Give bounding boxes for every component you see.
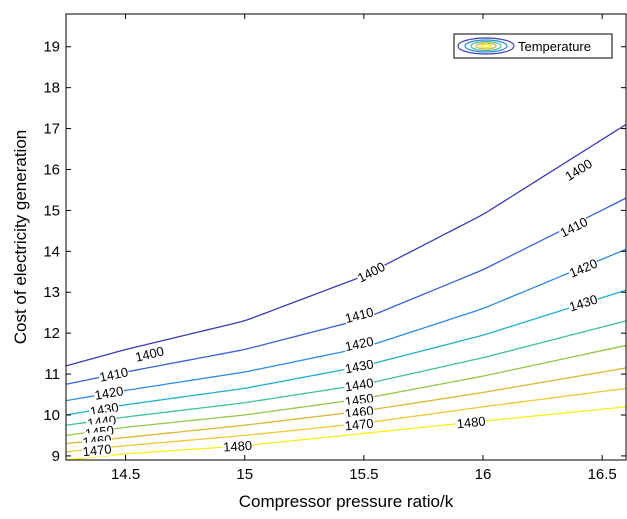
contour-label-1410: 1410 xyxy=(97,363,130,385)
contour-label-bg xyxy=(92,382,125,402)
contour-label-text: 1420 xyxy=(344,334,375,355)
contour-label-bg xyxy=(343,374,375,394)
x-tick-label: 16.5 xyxy=(588,466,617,483)
contour-label-1410: 1410 xyxy=(556,212,591,240)
x-tick-label: 14.5 xyxy=(111,466,140,483)
contour-label-1400: 1400 xyxy=(354,257,388,286)
contour-label-text: 1430 xyxy=(567,291,599,314)
legend-ring xyxy=(457,37,515,55)
contour-label-bg xyxy=(556,212,591,240)
contour-label-1480: 1480 xyxy=(455,412,487,431)
legend-ring xyxy=(464,39,508,53)
contour-label-1420: 1420 xyxy=(92,382,125,403)
contour-label-1470: 1470 xyxy=(343,414,375,434)
contour-line-1400 xyxy=(66,123,626,367)
contour-label-bg xyxy=(566,254,600,280)
y-tick-label: 9 xyxy=(52,448,60,465)
x-tick-label: 15 xyxy=(236,466,253,483)
x-axis-label: Compressor pressure ratio/k xyxy=(239,492,454,511)
legend-ring xyxy=(475,42,497,50)
y-tick-label: 12 xyxy=(43,325,60,342)
contour-label-1430: 1430 xyxy=(342,355,376,376)
contour-label-1430: 1430 xyxy=(566,290,600,314)
contour-label-text: 1410 xyxy=(558,214,591,240)
contour-label-text: 1420 xyxy=(567,256,599,281)
legend-entry-temperature: Temperature xyxy=(518,39,591,54)
contour-label-text: 1400 xyxy=(355,259,388,286)
contour-label-1400: 1400 xyxy=(132,342,166,365)
contour-label-bg xyxy=(342,332,376,354)
legend-contour-icon xyxy=(457,37,515,55)
contour-label-text: 1480 xyxy=(456,413,486,431)
contour-label-1480: 1480 xyxy=(222,436,254,455)
legend-ring xyxy=(470,40,502,52)
contour-label-text: 1470 xyxy=(82,441,112,459)
contour-label-bg xyxy=(343,414,375,433)
y-tick-label: 14 xyxy=(43,243,60,260)
y-tick-label: 10 xyxy=(43,407,60,424)
contour-label-bg xyxy=(455,412,487,431)
contour-label-text: 1410 xyxy=(98,364,129,385)
contour-label-1470: 1470 xyxy=(81,440,113,459)
y-tick-label: 11 xyxy=(44,366,60,383)
contour-label-bg xyxy=(222,436,254,454)
y-axis-label: Cost of electricity generation xyxy=(11,130,30,345)
contour-label-text: 1420 xyxy=(93,383,124,403)
contour-label-1440: 1440 xyxy=(343,374,375,394)
contour-label-text: 1480 xyxy=(223,438,253,455)
contour-label-bg xyxy=(132,342,166,364)
contour-label-text: 1470 xyxy=(344,416,374,434)
contour-line-1480 xyxy=(66,406,626,460)
contour-label-bg xyxy=(81,440,113,459)
contour-label-text: 1440 xyxy=(344,375,375,394)
contour-label-1420: 1420 xyxy=(566,254,600,281)
y-tick-label: 17 xyxy=(43,121,60,138)
legend-ring xyxy=(480,43,492,49)
contour-label-bg xyxy=(354,257,388,285)
contour-label-bg xyxy=(97,363,130,384)
contour-label-text: 1400 xyxy=(134,343,166,364)
x-tick-label: 15.5 xyxy=(349,466,378,483)
contour-label-bg xyxy=(566,290,600,314)
y-tick-label: 19 xyxy=(43,39,60,56)
plot-frame xyxy=(65,13,627,461)
y-tick-label: 13 xyxy=(43,284,60,301)
y-tick-label: 18 xyxy=(43,80,60,97)
contour-label-bg xyxy=(561,154,595,184)
contour-label-1400: 1400 xyxy=(561,154,595,184)
legend: Temperature xyxy=(453,33,613,59)
y-tick-label: 15 xyxy=(43,202,60,219)
contour-label-text: 1430 xyxy=(344,356,375,376)
contour-label-1410: 1410 xyxy=(342,303,376,326)
axis-ticks: 14.5 15 15.5 16 16.5 9 10 11 12 13 14 15 16 17 18 19 xyxy=(43,14,626,483)
contour-label-bg xyxy=(342,355,376,376)
contour-label-1420: 1420 xyxy=(342,332,376,355)
contour-label-bg xyxy=(342,303,376,326)
y-tick-label: 16 xyxy=(43,161,60,178)
contour-labels: 1400141014201430140014101420143014401450… xyxy=(81,154,600,459)
x-tick-label: 16 xyxy=(475,466,492,483)
contour-label-text: 1410 xyxy=(343,304,375,326)
